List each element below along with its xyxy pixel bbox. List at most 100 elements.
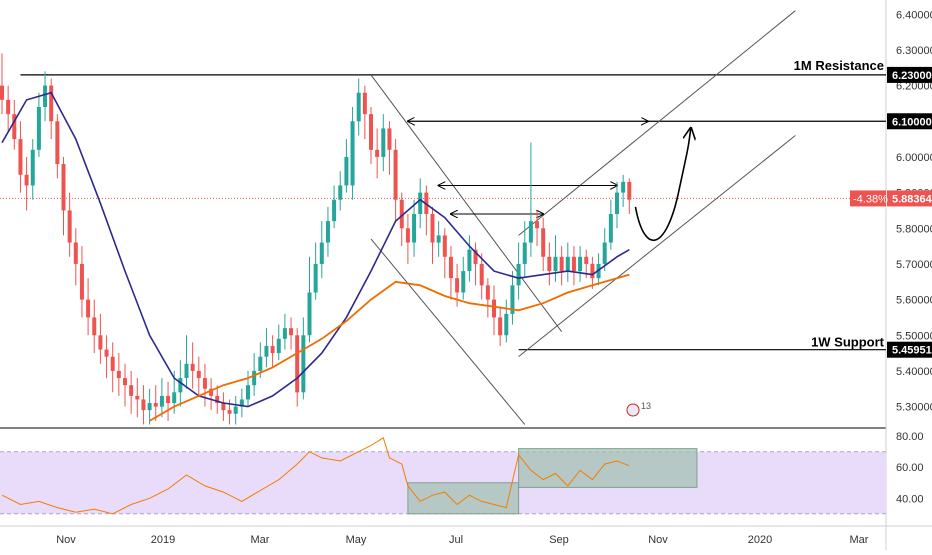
rsi-zone-2 [518, 448, 698, 488]
candle-body [141, 399, 146, 411]
rsi-line [1, 437, 630, 515]
candle-body [110, 356, 115, 371]
candle-body [381, 128, 386, 157]
candle-body [467, 249, 472, 272]
candle-body [221, 403, 226, 411]
candle-body [516, 263, 521, 286]
candle-body [178, 378, 183, 393]
candle-body [282, 328, 287, 339]
candle-body [6, 99, 11, 115]
candle-body [565, 256, 570, 272]
candle-body [504, 313, 509, 336]
candle-body [258, 356, 263, 371]
price-tick-label: 5.60000 [896, 295, 932, 307]
candle-body [319, 242, 324, 264]
candle-body [405, 228, 410, 243]
candle-body [325, 221, 330, 243]
candle-body [30, 149, 35, 186]
candle-body [387, 128, 392, 150]
trend-lines [0, 10, 886, 425]
time-tick-label: 2020 [748, 534, 772, 546]
candle-body [338, 185, 343, 200]
candle-body [227, 410, 232, 414]
change-text: -4.38% [853, 193, 888, 205]
candle-body [239, 399, 244, 407]
candle-body [350, 121, 355, 186]
candle-body [627, 181, 632, 200]
candle-body [159, 395, 164, 407]
candle-body [61, 164, 66, 211]
candle-body [307, 292, 312, 336]
candle-body [209, 388, 214, 396]
time-tick-label: Nov [56, 534, 76, 546]
candle-body [369, 114, 373, 150]
downtrend-line-lower [370, 238, 526, 425]
candle-body [559, 256, 564, 272]
candle-body [129, 385, 134, 396]
candle-body [233, 406, 238, 414]
time-tick-label: Jul [449, 534, 463, 546]
downtrend-line-upper [370, 74, 563, 332]
candle-body [492, 299, 496, 318]
candle-body [479, 263, 484, 286]
rising-channel-upper [518, 10, 796, 236]
time-tick-label: Mar [850, 534, 869, 546]
candle-body [166, 395, 171, 404]
ma-fast-line [1, 91, 630, 408]
candle-body [79, 263, 84, 300]
candle-body [147, 403, 152, 411]
candle-body [215, 395, 220, 404]
candle-body [67, 210, 72, 243]
resistance-price-tag-text: 6.23000 [892, 70, 932, 82]
candle-body [541, 228, 546, 257]
candle-body [393, 149, 398, 200]
price-tick-label: 5.70000 [896, 259, 932, 271]
candle-body [412, 214, 417, 243]
candle-body [73, 242, 78, 264]
candle-body [485, 285, 490, 300]
candle-body [135, 395, 140, 400]
candle-body [430, 214, 435, 243]
candle-body [571, 256, 576, 272]
candle-body [535, 221, 540, 229]
candle-body [615, 192, 619, 214]
candle-body [18, 139, 23, 175]
candle-body [528, 221, 533, 243]
candle-body [498, 317, 503, 336]
time-tick-label: 2019 [151, 534, 175, 546]
candle-body [344, 156, 349, 186]
candle-body [473, 249, 478, 264]
candle-body [104, 349, 109, 357]
change-box [850, 190, 886, 207]
candle-body [98, 335, 103, 350]
candle-body [442, 235, 447, 257]
price-tick-label: 5.80000 [896, 223, 932, 235]
support-price-tag-box [887, 341, 932, 358]
candle-body [123, 378, 127, 386]
candle-body [448, 256, 453, 279]
candle-body [547, 256, 552, 272]
level-price-tag-box [887, 113, 932, 130]
event-badge-label: 13 [641, 401, 651, 411]
candle-body [184, 363, 189, 379]
projection-curve [634, 128, 690, 241]
event-badge-icon [626, 403, 640, 417]
rsi-zone-1 [407, 482, 520, 515]
support-price-tag-text: 5.45951 [892, 345, 932, 357]
candle-body [608, 214, 613, 243]
candle-body [522, 242, 527, 264]
candle-body [86, 299, 91, 318]
candle-body [313, 263, 318, 293]
candle-body [264, 345, 269, 357]
candle-body [301, 335, 306, 393]
price-tick-label: 5.40000 [896, 366, 932, 378]
candle-body [36, 107, 41, 150]
candles [0, 53, 632, 425]
candle-body [49, 85, 54, 122]
candle-body [621, 181, 626, 193]
candle-body [12, 114, 17, 140]
price-tick-label: 6.40000 [896, 9, 932, 21]
candle-body [172, 392, 177, 404]
